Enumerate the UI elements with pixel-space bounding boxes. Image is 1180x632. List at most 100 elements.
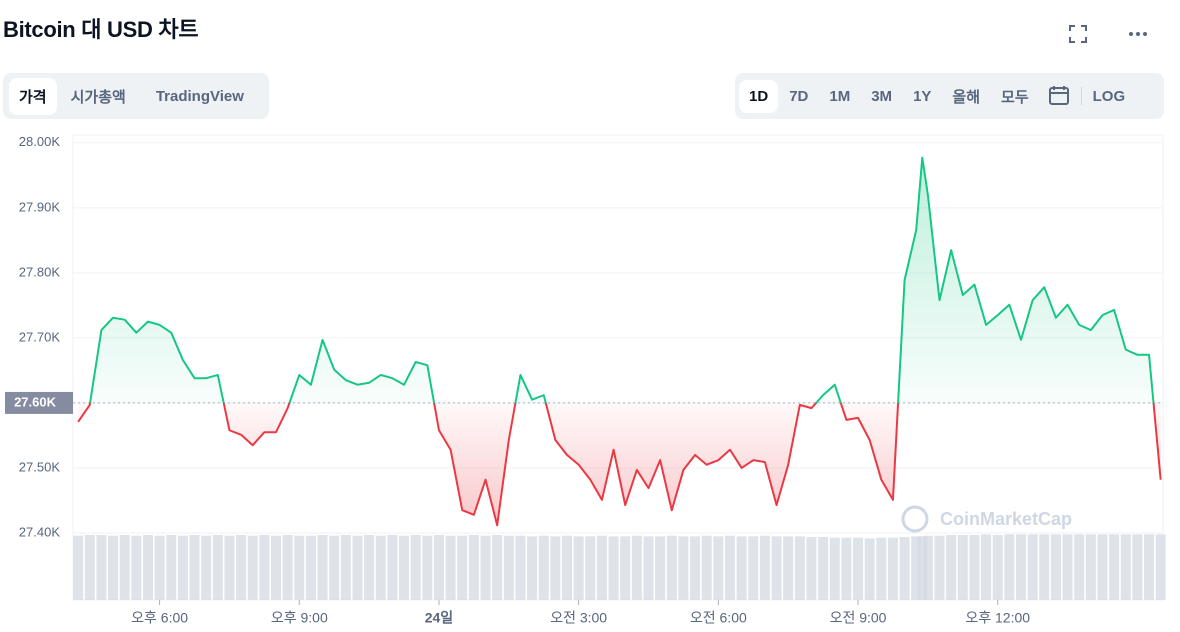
volume-bar: [992, 535, 1003, 600]
volume-bar: [864, 538, 875, 600]
x-tick-label: 오전 3:00: [550, 610, 607, 626]
volume-bar: [1120, 534, 1131, 600]
x-tick-label: 오후 12:00: [965, 610, 1030, 626]
volume-bar: [271, 535, 282, 600]
volume-bar: [329, 535, 340, 600]
volume-bar: [154, 535, 165, 600]
volume-bar: [736, 536, 747, 600]
volume-bar: [666, 535, 677, 600]
volume-bar: [829, 537, 840, 600]
volume-bar: [783, 536, 794, 600]
volume-bar: [713, 536, 724, 600]
volume-bar: [236, 535, 247, 600]
volume-bar: [340, 535, 351, 600]
range[interactable]: 1Y: [913, 87, 932, 105]
volume-bar: [119, 535, 130, 600]
area: [78, 157, 1161, 526]
range[interactable]: 올해: [952, 88, 981, 106]
view-tabs: 가격 시가총액 TradingView: [3, 73, 269, 119]
volume-bar: [620, 536, 631, 600]
volume-bar: [468, 535, 479, 600]
volume-bar: [305, 535, 316, 600]
volume-bar: [655, 536, 666, 600]
tab[interactable]: TradingView: [155, 87, 244, 105]
volume-bar: [294, 535, 305, 600]
volume-bar: [690, 536, 701, 600]
watermark: CoinMarketCap: [940, 509, 1072, 529]
volume-bar: [131, 535, 142, 600]
range[interactable]: 모두: [1001, 88, 1029, 106]
volume-bar: [946, 535, 957, 600]
x-tick-label: 오전 6:00: [690, 610, 747, 626]
range[interactable]: 7D: [789, 87, 809, 105]
calendar-icon[interactable]: [1040, 85, 1080, 107]
volume-bar: [492, 535, 503, 600]
more-icon[interactable]: [1127, 24, 1151, 44]
volume-bar: [562, 535, 573, 600]
volume-bar: [387, 535, 398, 600]
range[interactable]: 1D: [739, 79, 779, 113]
volume-bar: [1144, 534, 1155, 600]
range-tabs: 1D 7D 1M 3M 1Y 올해 모두 LOG: [735, 73, 1164, 119]
volume-bar: [550, 536, 561, 600]
volume-bar: [981, 534, 992, 600]
range[interactable]: 1M: [829, 87, 851, 105]
volume-bar: [422, 535, 433, 600]
y-tick-label: 27.80K: [19, 264, 61, 279]
price-line: [77, 156, 1162, 527]
volume-bar: [1050, 534, 1061, 600]
volume-bar: [457, 535, 468, 600]
fullscreen-icon[interactable]: [1068, 24, 1088, 44]
volume-bar: [922, 535, 933, 600]
volume-bar: [1062, 534, 1073, 600]
y-tick-label: 27.40K: [19, 524, 61, 539]
volume-bar: [445, 535, 456, 600]
volume-bar: [853, 537, 864, 600]
volume-bar: [596, 535, 607, 600]
log-toggle[interactable]: LOG: [1092, 87, 1126, 105]
volume-bar: [934, 535, 945, 600]
range[interactable]: 3M: [871, 87, 893, 105]
volume-bar: [538, 535, 549, 600]
volume-bar: [282, 535, 293, 600]
volume-bar: [748, 536, 759, 600]
volume-bar: [876, 537, 887, 600]
volume-bar: [433, 535, 444, 600]
volume-bar: [701, 535, 712, 600]
volume-bar: [364, 535, 375, 600]
volume-bar: [212, 535, 223, 600]
tab[interactable]: 시가총액: [70, 88, 126, 106]
volume-bar: [1039, 534, 1050, 600]
volume-bar: [969, 535, 980, 600]
volume-bar: [142, 535, 153, 600]
y-tick-label: 28.00K: [19, 134, 61, 149]
volume-bar: [96, 535, 107, 600]
volume-bar: [317, 535, 328, 600]
volume-bar: [678, 536, 689, 600]
volume-bar: [724, 535, 735, 600]
volume-bar: [1074, 534, 1085, 600]
volume-bar: [911, 536, 922, 600]
watermark-logo: [901, 505, 929, 533]
tab[interactable]: 가격: [9, 77, 57, 115]
volume-bar: [503, 535, 514, 600]
volume-bar: [1155, 534, 1166, 600]
volume-bar: [771, 536, 782, 600]
volume-bar: [1097, 534, 1108, 600]
volume-bar: [917, 536, 928, 600]
volume-bar: [818, 537, 829, 600]
volume-bar: [899, 537, 910, 600]
volume-bar: [399, 535, 410, 600]
volume-bar: [1027, 534, 1038, 600]
volume-bar: [515, 535, 526, 600]
volume-bar: [73, 535, 84, 600]
baseline-label: 27.60K: [14, 394, 57, 409]
volume-bar: [759, 535, 770, 600]
x-tick-label: 24일: [425, 610, 453, 626]
volume-bar: [631, 535, 642, 600]
y-tick-label: 27.50K: [19, 459, 61, 474]
volume-bar: [1015, 534, 1026, 600]
volume-bar: [84, 535, 95, 600]
title: Bitcoin 대 USD 차트: [3, 17, 199, 42]
volume-bar: [201, 535, 212, 600]
